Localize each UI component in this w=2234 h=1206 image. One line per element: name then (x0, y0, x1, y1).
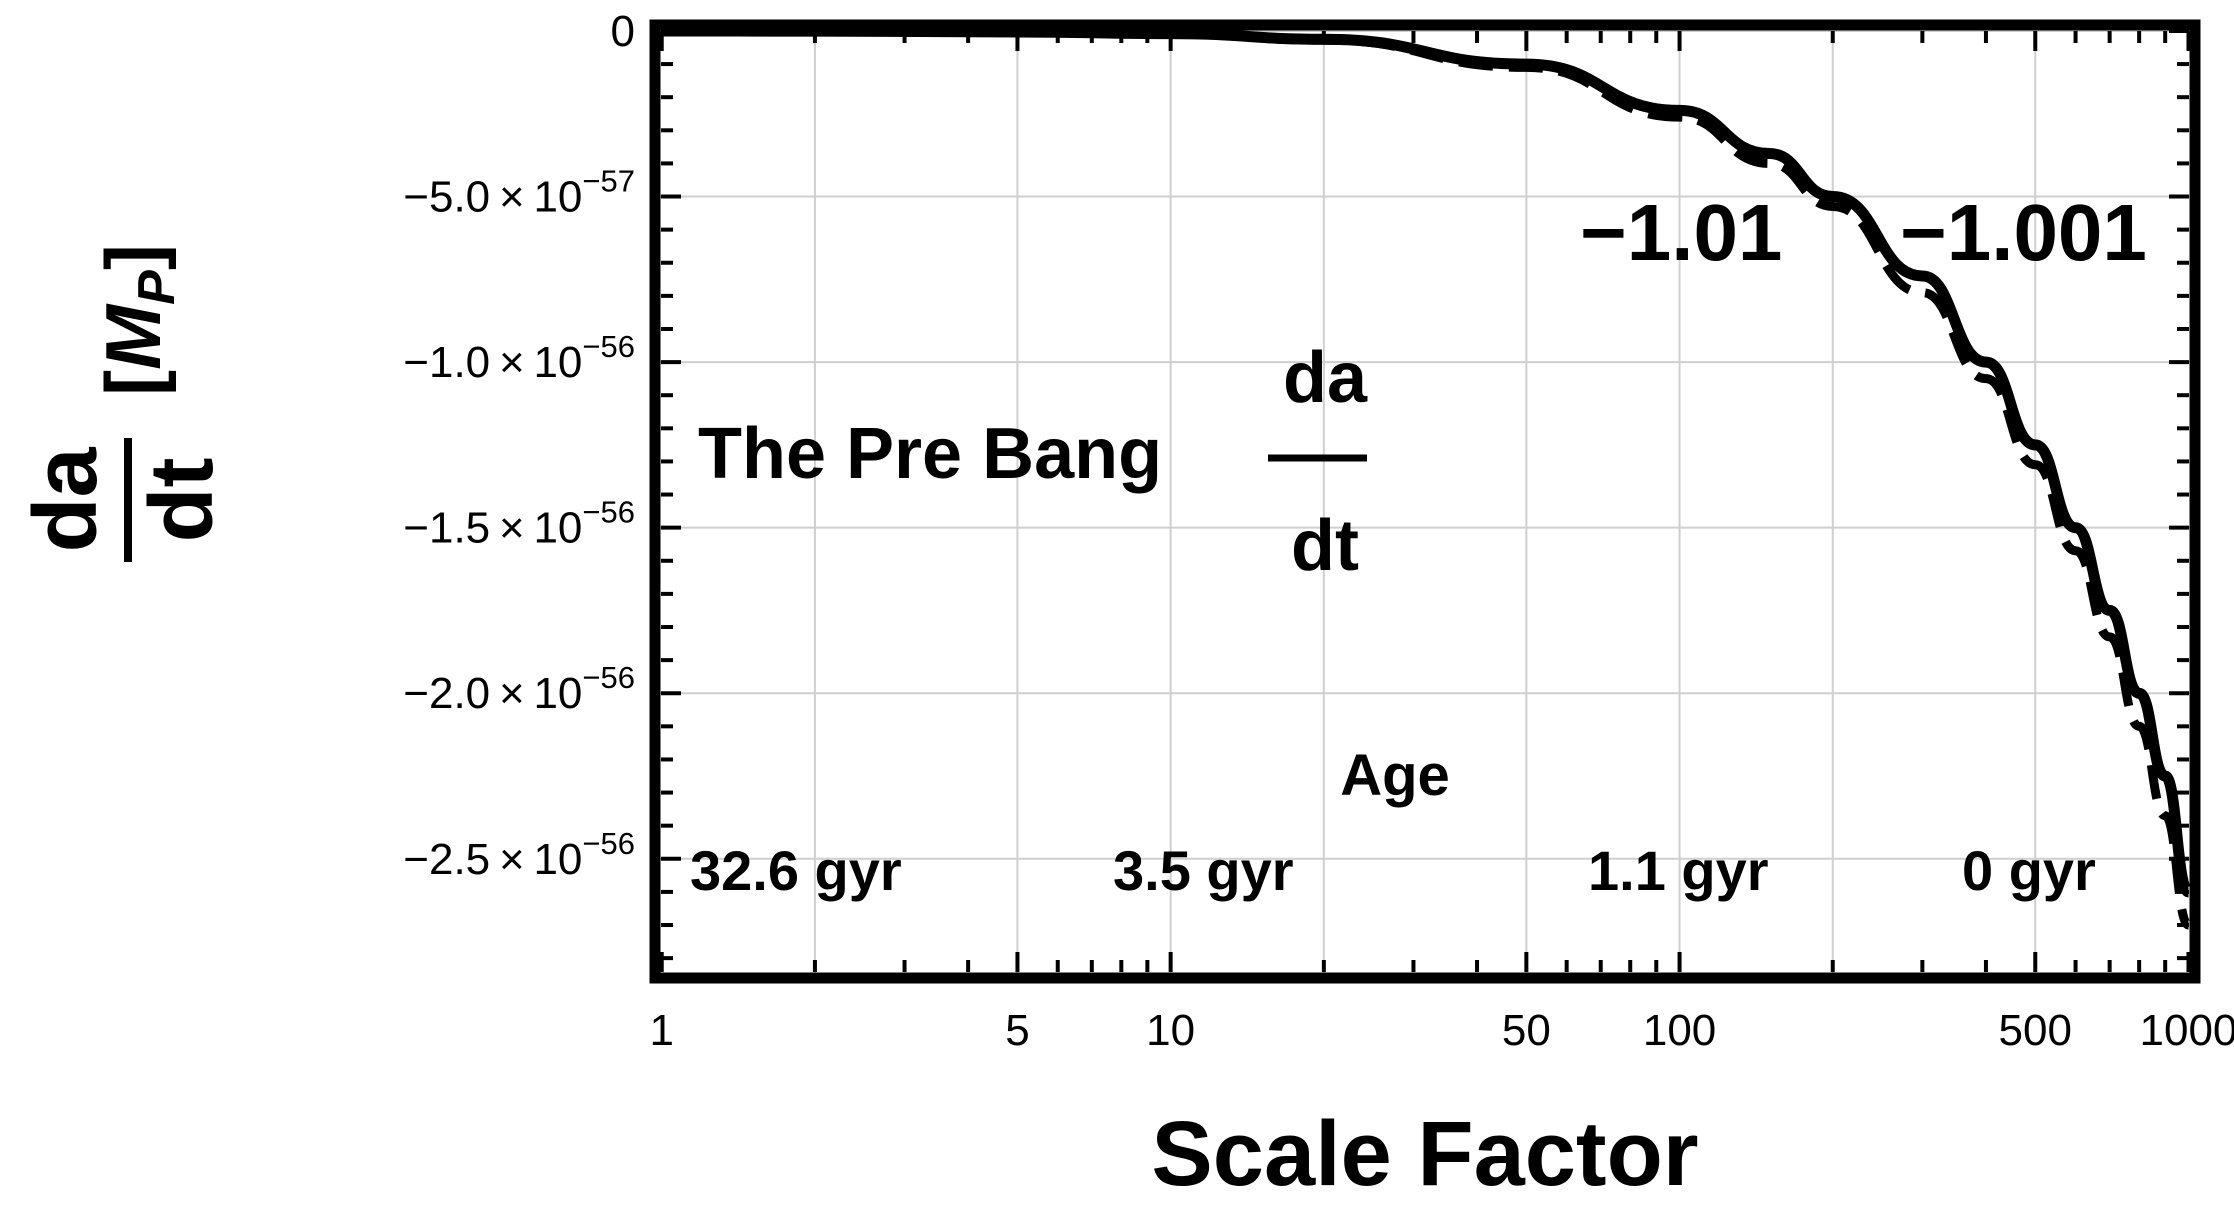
series-label: −1.001 (1900, 188, 2147, 277)
tick-marks (659, 28, 2191, 972)
age-labels: 32.6 gyr 3.5 gyr 1.1 gyr 0 gyr (690, 839, 2096, 902)
plot-frame (649, 19, 2201, 984)
age-label: 1.1 gyr (1588, 839, 1769, 902)
x-tick-label: 50 (1502, 1006, 1551, 1055)
series-labels: −1.01 −1.001 (1580, 188, 2147, 277)
series-line-dashed (661, 26, 2193, 930)
x-tick-labels: 1 5 10 50 100 500 1000 (649, 1006, 2234, 1055)
x-tick-label: 100 (1643, 1006, 1716, 1055)
y-label-units: [MP] (89, 244, 186, 396)
age-label: 3.5 gyr (1113, 839, 1294, 902)
y-tick-mantissa: −5.0 × 10 (403, 173, 582, 222)
series-lines (661, 25, 2194, 930)
y-tick-mantissa: −1.0 × 10 (403, 338, 582, 387)
y-tick-label: 0 (611, 7, 635, 56)
x-tick-label: 5 (1005, 1006, 1029, 1055)
age-title: Age (1340, 743, 1450, 808)
y-label-numerator: da (16, 447, 116, 553)
y-tick-labels: 0−5.0 × 10−57−1.0 × 10−56−1.5 × 10−56−2.… (403, 7, 635, 884)
y-axis-label: da dt [MP] (16, 244, 232, 562)
y-tick-mantissa: 0 (611, 7, 635, 56)
age-label: 32.6 gyr (690, 839, 902, 902)
y-tick-mantissa: −2.5 × 10 (403, 835, 582, 884)
y-tick-exponent: −57 (582, 164, 635, 199)
y-tick-label: −1.0 × 10−56 (403, 329, 635, 387)
y-label-units-symbol: M (89, 303, 177, 370)
y-tick-exponent: −56 (582, 495, 635, 530)
series-label: −1.01 (1580, 188, 1782, 277)
x-tick-label: 10 (1146, 1006, 1195, 1055)
y-tick-exponent: −56 (582, 660, 635, 695)
title-fraction-numerator: da (1283, 338, 1368, 418)
x-tick-label: 1 (649, 1006, 673, 1055)
y-tick-label: −5.0 × 10−57 (403, 164, 635, 222)
y-tick-exponent: −56 (582, 826, 635, 861)
y-label-denominator: dt (132, 458, 232, 543)
title-fraction-denominator: dt (1291, 506, 1359, 586)
y-tick-label: −2.0 × 10−56 (403, 660, 635, 718)
y-label-units-subscript: P (128, 270, 186, 305)
plot-title: The Pre Bang da dt (698, 338, 1368, 586)
y-tick-exponent: −56 (582, 329, 635, 364)
y-tick-label: −1.5 × 10−56 (403, 495, 635, 553)
x-tick-label: 500 (1999, 1006, 2072, 1055)
y-label-units-open: [ (89, 370, 177, 396)
plot-title-text: The Pre Bang (698, 414, 1162, 494)
y-tick-mantissa: −1.5 × 10 (403, 504, 582, 553)
x-axis-label: Scale Factor (1151, 1103, 1698, 1205)
age-label: 0 gyr (1962, 839, 2096, 902)
y-tick-mantissa: −2.0 × 10 (403, 669, 582, 718)
y-tick-label: −2.5 × 10−56 (403, 826, 635, 884)
y-label-units-close: ] (89, 244, 177, 270)
x-tick-label: 1000 (2140, 1006, 2234, 1055)
grid (655, 25, 2195, 978)
